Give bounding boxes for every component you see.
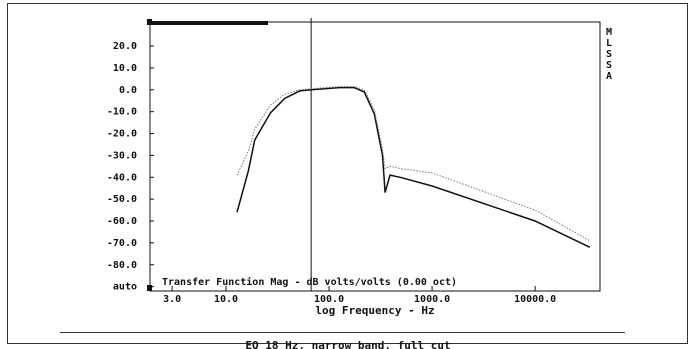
side-label: S bbox=[606, 60, 612, 71]
y-tick-label: -80.0 bbox=[107, 260, 137, 271]
x-tick-label: 10.0 bbox=[214, 294, 238, 305]
side-label: L bbox=[606, 38, 612, 49]
annotation: Transfer Function Mag - dB volts/volts (… bbox=[162, 276, 457, 288]
y-tick-label: 0.0 bbox=[119, 85, 137, 96]
y-tick-label: auto bbox=[113, 282, 137, 293]
x-tick-label: 100.0 bbox=[314, 294, 344, 305]
side-label: M bbox=[606, 27, 612, 38]
y-tick-label: -40.0 bbox=[107, 172, 137, 183]
x-tick-label: 1000.0 bbox=[414, 294, 450, 305]
y-tick-label: 20.0 bbox=[113, 41, 137, 52]
y-tick-label: -10.0 bbox=[107, 107, 137, 118]
x-tick-label: 3.0 bbox=[163, 294, 181, 305]
side-label: S bbox=[606, 49, 612, 60]
corner-marker bbox=[147, 285, 152, 291]
data-line bbox=[236, 86, 591, 242]
plot-area bbox=[149, 21, 601, 292]
data-line bbox=[236, 86, 591, 248]
x-tick-label: 10000.0 bbox=[514, 294, 556, 305]
caption: EQ 18 Hz, narrow band, full cut bbox=[245, 339, 450, 349]
x-axis-label: log Frequency - Hz bbox=[315, 304, 434, 317]
y-tick-label: -50.0 bbox=[107, 194, 137, 205]
y-tick-label: -70.0 bbox=[107, 238, 137, 249]
side-label: A bbox=[606, 71, 612, 82]
y-tick-label: -60.0 bbox=[107, 216, 137, 227]
y-tick-label: 10.0 bbox=[113, 63, 137, 74]
progress-bar bbox=[150, 21, 268, 25]
corner-marker bbox=[147, 19, 152, 25]
y-tick-label: -30.0 bbox=[107, 150, 137, 161]
frame bbox=[7, 3, 688, 344]
y-tick-label: -20.0 bbox=[107, 129, 137, 140]
